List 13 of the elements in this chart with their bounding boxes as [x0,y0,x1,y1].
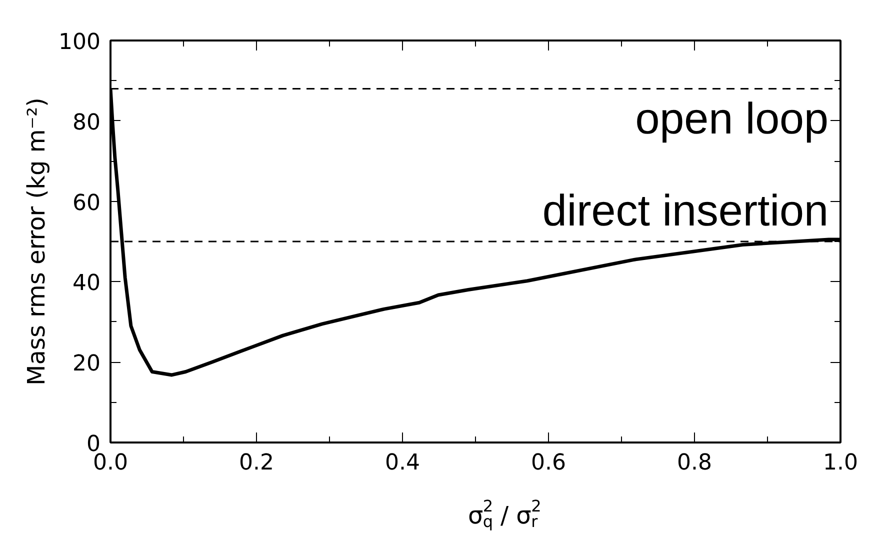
x-tick-label: 0.4 [385,450,420,476]
x-tick-label: 0.2 [239,450,274,476]
ref-line-label: open loop [635,94,828,144]
x-tick-label: 1.0 [823,450,858,476]
y-tick-label: 60 [72,190,101,216]
y-axis-title: Mass rms error (kg m⁻²) [22,98,51,386]
ref-line-label: direct insertion [542,186,829,236]
y-tick-label: 40 [72,271,101,296]
y-tick-label: 100 [58,30,101,55]
x-tick-label: 0.8 [677,450,712,476]
y-tick-label: 80 [72,110,101,136]
x-tick-label: 0.6 [531,450,566,476]
y-tick-label: 20 [72,352,101,377]
